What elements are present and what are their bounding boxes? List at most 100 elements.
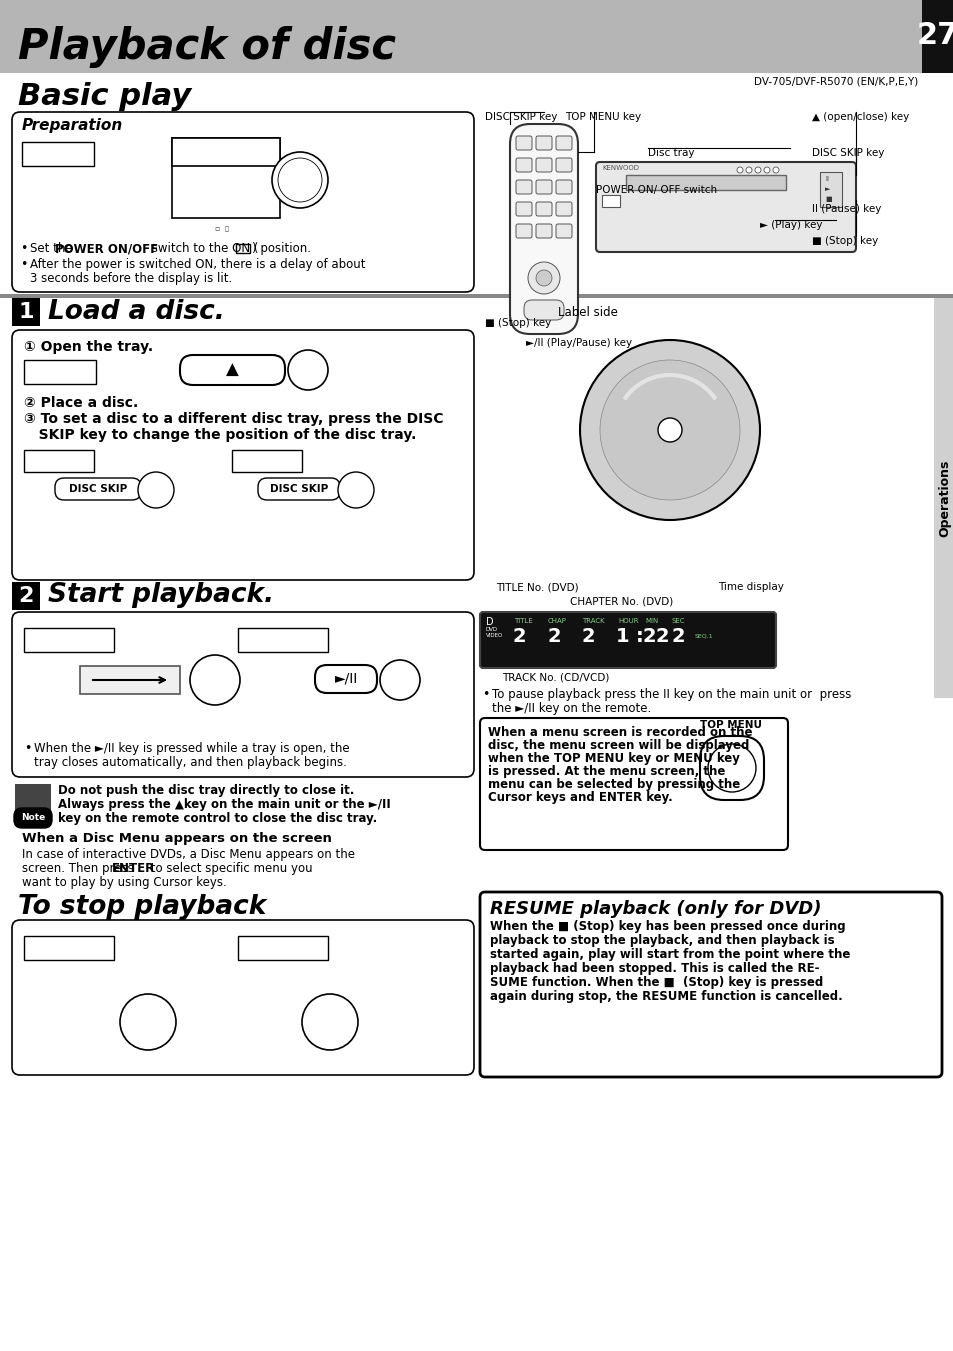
Text: 2: 2 [581, 627, 595, 646]
Text: 1: 1 [18, 303, 33, 322]
Text: ① Open the tray.: ① Open the tray. [24, 340, 153, 354]
FancyBboxPatch shape [536, 180, 552, 195]
FancyBboxPatch shape [536, 224, 552, 238]
FancyBboxPatch shape [516, 136, 532, 150]
Text: 3 seconds before the display is lit.: 3 seconds before the display is lit. [30, 272, 232, 285]
Text: ▲: ▲ [226, 361, 238, 380]
Bar [625, 176, 785, 190]
Text: playback to stop the playback, and then playback is: playback to stop the playback, and then … [490, 934, 834, 947]
Text: 2: 2 [656, 627, 669, 646]
Circle shape [658, 417, 681, 442]
Text: DV-705/DVF-R5070 (EN/K,P,E,Y): DV-705/DVF-R5070 (EN/K,P,E,Y) [753, 76, 917, 86]
Bar [237, 628, 328, 653]
Circle shape [536, 270, 552, 286]
Bar [172, 138, 280, 218]
Text: •: • [481, 688, 489, 701]
Text: disc, the menu screen will be displayed: disc, the menu screen will be displayed [488, 739, 749, 753]
Text: ■ (Stop) key: ■ (Stop) key [811, 236, 878, 246]
Text: 1: 1 [616, 627, 629, 646]
FancyBboxPatch shape [14, 808, 52, 828]
Bar [921, 0, 953, 73]
Text: 2: 2 [18, 586, 33, 607]
Text: is pressed. At the menu screen, the: is pressed. At the menu screen, the [488, 765, 724, 778]
Text: DISC SKIP: DISC SKIP [69, 484, 127, 494]
Bar [12, 582, 40, 611]
Text: ENTER: ENTER [112, 862, 155, 875]
FancyBboxPatch shape [556, 224, 572, 238]
Text: menu can be selected by pressing the: menu can be selected by pressing the [488, 778, 740, 790]
Circle shape [302, 994, 357, 1050]
Text: :: : [636, 627, 643, 646]
Circle shape [527, 262, 559, 295]
FancyBboxPatch shape [510, 124, 578, 334]
Text: 2: 2 [547, 627, 561, 646]
Text: ▲ (open/close) key: ▲ (open/close) key [811, 112, 908, 122]
Text: SEC: SEC [671, 617, 685, 624]
Text: screen. Then press: screen. Then press [22, 862, 137, 875]
Circle shape [737, 168, 742, 173]
Bar [933, 299, 953, 698]
Text: D: D [485, 617, 493, 627]
Circle shape [138, 471, 173, 508]
Text: II (Pause) key: II (Pause) key [811, 204, 881, 213]
Text: RESUME playback (only for DVD): RESUME playback (only for DVD) [490, 900, 821, 917]
Text: When the ►/II key is pressed while a tray is open, the: When the ►/II key is pressed while a tra… [34, 742, 349, 755]
Bar [24, 936, 113, 961]
FancyBboxPatch shape [479, 612, 775, 667]
Text: TOP MENU: TOP MENU [700, 720, 761, 730]
FancyBboxPatch shape [479, 717, 787, 850]
Text: DISC SKIP key: DISC SKIP key [811, 149, 883, 158]
Text: When the ■ (Stop) key has been pressed once during: When the ■ (Stop) key has been pressed o… [490, 920, 844, 934]
Bar [12, 299, 40, 326]
Text: SUME function. When the ■  (Stop) key is pressed: SUME function. When the ■ (Stop) key is … [490, 975, 822, 989]
Text: tray closes automatically, and then playback begins.: tray closes automatically, and then play… [34, 757, 347, 769]
Text: VIDEO: VIDEO [485, 634, 503, 638]
FancyBboxPatch shape [556, 136, 572, 150]
Text: CHAPTER No. (DVD): CHAPTER No. (DVD) [569, 596, 673, 607]
Text: Cursor keys and ENTER key.: Cursor keys and ENTER key. [488, 790, 672, 804]
FancyBboxPatch shape [479, 892, 941, 1077]
FancyBboxPatch shape [257, 478, 339, 500]
Text: Start playback.: Start playback. [48, 582, 274, 608]
Text: ► (Play) key: ► (Play) key [760, 220, 821, 230]
Text: TITLE No. (DVD): TITLE No. (DVD) [496, 582, 578, 592]
Text: When a Disc Menu appears on the screen: When a Disc Menu appears on the screen [22, 832, 332, 844]
Text: TOP MENU key: TOP MENU key [564, 112, 640, 122]
Text: DISC SKIP: DISC SKIP [270, 484, 328, 494]
Text: Load a disc.: Load a disc. [48, 299, 225, 326]
FancyBboxPatch shape [314, 665, 376, 693]
Text: TRACK: TRACK [581, 617, 604, 624]
Text: SKIP key to change the position of the disc tray.: SKIP key to change the position of the d… [24, 428, 416, 442]
Circle shape [772, 168, 779, 173]
Bar [24, 450, 94, 471]
FancyBboxPatch shape [556, 158, 572, 172]
Bar [820, 172, 841, 207]
Text: ■ (Stop) key: ■ (Stop) key [484, 317, 551, 328]
Text: Disc tray: Disc tray [647, 149, 694, 158]
Bar [22, 142, 94, 166]
FancyBboxPatch shape [516, 203, 532, 216]
Bar [0, 0, 921, 73]
Text: II: II [824, 176, 828, 182]
Circle shape [763, 168, 769, 173]
Text: •: • [24, 742, 31, 755]
Text: To stop playback: To stop playback [18, 894, 266, 920]
Text: Playback of disc: Playback of disc [18, 26, 395, 68]
Text: ►: ► [824, 186, 829, 192]
Text: ▫  ▯: ▫ ▯ [214, 224, 229, 232]
Circle shape [754, 168, 760, 173]
Circle shape [745, 168, 751, 173]
Bar [232, 450, 302, 471]
FancyBboxPatch shape [523, 300, 563, 320]
Text: Do not push the disc tray directly to close it.: Do not push the disc tray directly to cl… [58, 784, 354, 797]
Text: key on the remote control to close the disc tray.: key on the remote control to close the d… [58, 812, 376, 825]
Circle shape [190, 655, 240, 705]
Text: CHAP: CHAP [547, 617, 566, 624]
FancyBboxPatch shape [12, 112, 474, 292]
Text: TRACK No. (CD/VCD): TRACK No. (CD/VCD) [501, 671, 609, 682]
FancyBboxPatch shape [596, 162, 855, 253]
Text: playback had been stopped. This is called the RE-: playback had been stopped. This is calle… [490, 962, 819, 975]
Text: ►/II: ►/II [335, 671, 358, 686]
Circle shape [272, 153, 328, 208]
Text: TITLE: TITLE [514, 617, 532, 624]
